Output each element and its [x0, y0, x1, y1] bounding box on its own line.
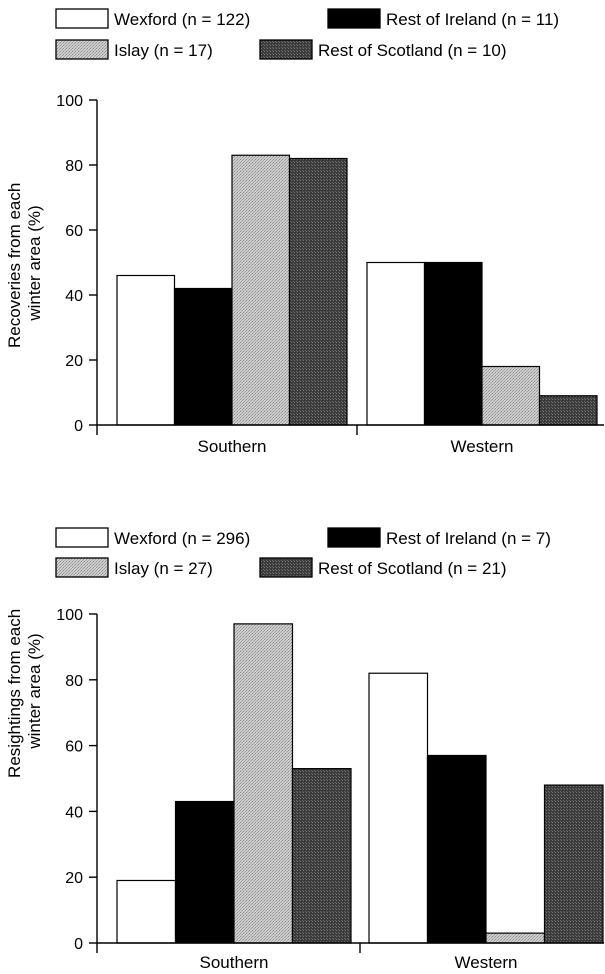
legend-label: Rest of Ireland (n = 7) — [386, 529, 551, 548]
x-category-label-southern: Southern — [198, 437, 267, 456]
legend-item-rest-of-ireland: Rest of Ireland (n = 11) — [327, 8, 559, 29]
bar-western-rest-of-scotland — [538, 395, 598, 426]
y-axis: 0 20 40 60 80 100 — [56, 607, 98, 953]
chart-recoveries: Wexford (n = 122) Rest of Ireland (n = 1… — [5, 8, 604, 456]
legend-swatch — [55, 8, 109, 29]
legend-item-islay: Islay (n = 17) — [55, 39, 213, 60]
y-tick-label: 80 — [65, 673, 83, 690]
legend-swatch — [327, 8, 381, 29]
bar-southern-rest-of-scotland — [288, 157, 348, 426]
legend-label: Rest of Ireland (n = 11) — [386, 10, 559, 29]
legend-swatch — [55, 557, 109, 578]
legend-swatch — [259, 39, 313, 60]
legend-swatch — [55, 527, 109, 548]
bar-western-islay — [485, 932, 546, 944]
legend-item-islay: Islay (n = 27) — [55, 557, 213, 578]
bar-western-islay — [481, 365, 541, 426]
y-tick-label: 60 — [65, 739, 83, 756]
y-axis-label: Resightings from each winter area (%) — [5, 604, 44, 778]
legend-swatch — [259, 557, 313, 578]
legend-label: Islay (n = 27) — [114, 559, 213, 578]
y-tick-label: 100 — [56, 607, 83, 624]
y-axis-label-line-1: Resightings from each — [5, 609, 24, 778]
bars — [116, 154, 598, 426]
y-tick-label: 0 — [74, 418, 83, 435]
y-tick-label: 0 — [74, 936, 83, 953]
y-tick-label: 40 — [65, 288, 83, 305]
bar-western-rest-of-scotland — [543, 784, 604, 944]
legend-label: Rest of Scotland (n = 10) — [318, 41, 507, 60]
y-axis: 0 20 40 60 80 100 — [56, 93, 98, 435]
legend-label: Rest of Scotland (n = 21) — [318, 559, 507, 578]
legend-item-rest-of-ireland: Rest of Ireland (n = 7) — [327, 527, 551, 548]
legend-item-rest-of-scotland: Rest of Scotland (n = 10) — [259, 39, 507, 60]
x-category-label-southern: Southern — [200, 953, 269, 972]
bar-southern-rest-of-ireland — [174, 800, 235, 944]
x-category-label-western: Western — [455, 953, 518, 972]
legend-item-wexford: Wexford (n = 296) — [55, 527, 250, 548]
x-category-label-western: Western — [451, 437, 514, 456]
legend-item-wexford: Wexford (n = 122) — [55, 8, 250, 29]
legend-label: Islay (n = 17) — [114, 41, 213, 60]
legend: Wexford (n = 122) Rest of Ireland (n = 1… — [55, 8, 559, 60]
legend-label: Wexford (n = 122) — [114, 10, 250, 29]
x-axis: Southern Western — [97, 942, 604, 972]
y-axis-label-line-2: winter area (%) — [25, 205, 44, 321]
bars — [116, 623, 604, 944]
y-tick-label: 20 — [65, 353, 83, 370]
bar-southern-rest-of-ireland — [173, 287, 233, 426]
y-tick-label: 80 — [65, 158, 83, 175]
x-axis: Southern Western — [97, 424, 604, 456]
chart-resightings: Wexford (n = 296) Rest of Ireland (n = 7… — [5, 527, 604, 972]
legend-swatch — [55, 39, 109, 60]
y-axis-label-line-1: Recoveries from each — [5, 183, 24, 348]
bar-western-rest-of-ireland — [426, 754, 487, 944]
legend-item-rest-of-scotland: Rest of Scotland (n = 21) — [259, 557, 507, 578]
legend: Wexford (n = 296) Rest of Ireland (n = 7… — [55, 527, 551, 578]
bar-southern-wexford — [116, 879, 177, 944]
bar-southern-islay — [231, 154, 291, 426]
y-tick-label: 20 — [65, 870, 83, 887]
bar-western-rest-of-ireland — [423, 261, 483, 426]
y-axis-label-line-2: winter area (%) — [25, 633, 44, 749]
y-tick-label: 100 — [56, 93, 83, 110]
legend-label: Wexford (n = 296) — [114, 529, 250, 548]
legend-swatch — [327, 527, 381, 548]
bar-western-wexford — [368, 672, 429, 944]
bar-western-wexford — [366, 261, 426, 426]
y-axis-label: Recoveries from each winter area (%) — [5, 178, 44, 348]
y-tick-label: 60 — [65, 223, 83, 240]
y-tick-label: 40 — [65, 804, 83, 821]
bar-southern-wexford — [116, 274, 176, 426]
bar-southern-islay — [233, 623, 294, 944]
bar-southern-rest-of-scotland — [291, 768, 352, 944]
